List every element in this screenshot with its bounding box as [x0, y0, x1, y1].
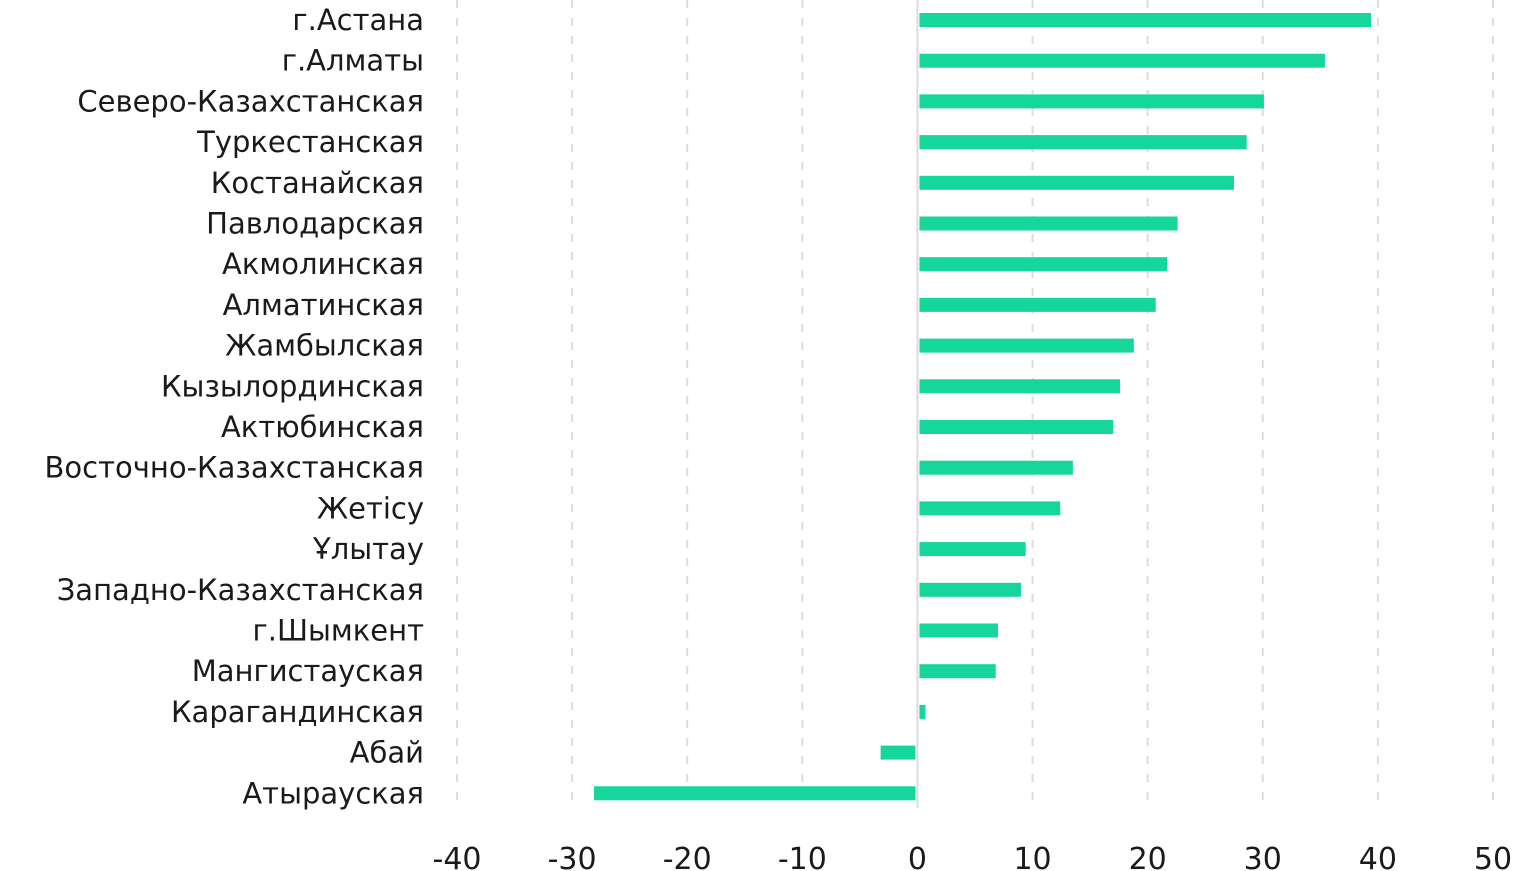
- category-label: Павлодарская: [206, 207, 424, 241]
- category-label: г.Алматы: [282, 44, 424, 78]
- bar: [919, 94, 1264, 109]
- category-label: Северо-Казахстанская: [77, 84, 424, 118]
- category-label: Ұлытау: [312, 532, 424, 566]
- bar: [919, 664, 996, 679]
- bar: [880, 745, 916, 760]
- category-label: Западно-Казахстанская: [57, 573, 424, 607]
- x-tick-label: 50: [1474, 842, 1512, 871]
- x-tick-label: 20: [1129, 842, 1167, 871]
- bar: [919, 175, 1234, 190]
- bar: [919, 257, 1168, 272]
- bar: [919, 13, 1371, 27]
- bar: [919, 338, 1134, 353]
- x-tick-labels: -40 -30 -20 -10 0 10 20 30 40 50: [433, 842, 1513, 871]
- bar: [593, 786, 916, 801]
- category-label: Костанайская: [211, 166, 424, 200]
- x-tick-label: 40: [1359, 842, 1397, 871]
- x-tick-label: -10: [778, 842, 827, 871]
- x-tick-label: 10: [1013, 842, 1051, 871]
- x-tick-label: -30: [548, 842, 597, 871]
- x-tick-label: 0: [908, 842, 927, 871]
- category-label: Восточно-Казахстанская: [45, 451, 424, 485]
- bar: [919, 623, 999, 638]
- bar: [919, 297, 1156, 312]
- category-label: Карагандинская: [171, 695, 424, 729]
- category-label: Туркестанская: [196, 125, 424, 159]
- bar: [919, 216, 1178, 231]
- bar: [919, 420, 1114, 434]
- x-tick-label: 30: [1244, 842, 1282, 871]
- bar: [919, 135, 1247, 150]
- bar: [919, 379, 1121, 394]
- category-label: г.Шымкент: [253, 614, 425, 648]
- grid-lines: [456, 0, 1494, 808]
- category-label: Кызылординская: [161, 369, 424, 403]
- bar: [919, 460, 1073, 475]
- category-label: Абай: [350, 736, 424, 770]
- category-label: г.Астана: [292, 3, 424, 37]
- category-label: Алматинская: [223, 288, 424, 322]
- category-label: Жетісу: [317, 491, 424, 525]
- category-label: Жамбылская: [225, 329, 424, 363]
- x-tick-label: -40: [433, 842, 482, 871]
- bar: [919, 542, 1026, 557]
- bar: [919, 582, 1022, 597]
- bar: [919, 704, 926, 719]
- bar: [919, 501, 1061, 516]
- x-tick-label: -20: [663, 842, 712, 871]
- category-label: Атырауская: [242, 776, 424, 810]
- bar: [919, 53, 1325, 68]
- category-labels: г.Астана г.Алматы Северо-Казахстанская Турк…: [45, 3, 425, 810]
- category-label: Актюбинская: [221, 410, 424, 444]
- category-label: Акмолинская: [222, 247, 424, 281]
- bars: [593, 13, 1371, 801]
- category-label: Мангистауская: [192, 654, 424, 688]
